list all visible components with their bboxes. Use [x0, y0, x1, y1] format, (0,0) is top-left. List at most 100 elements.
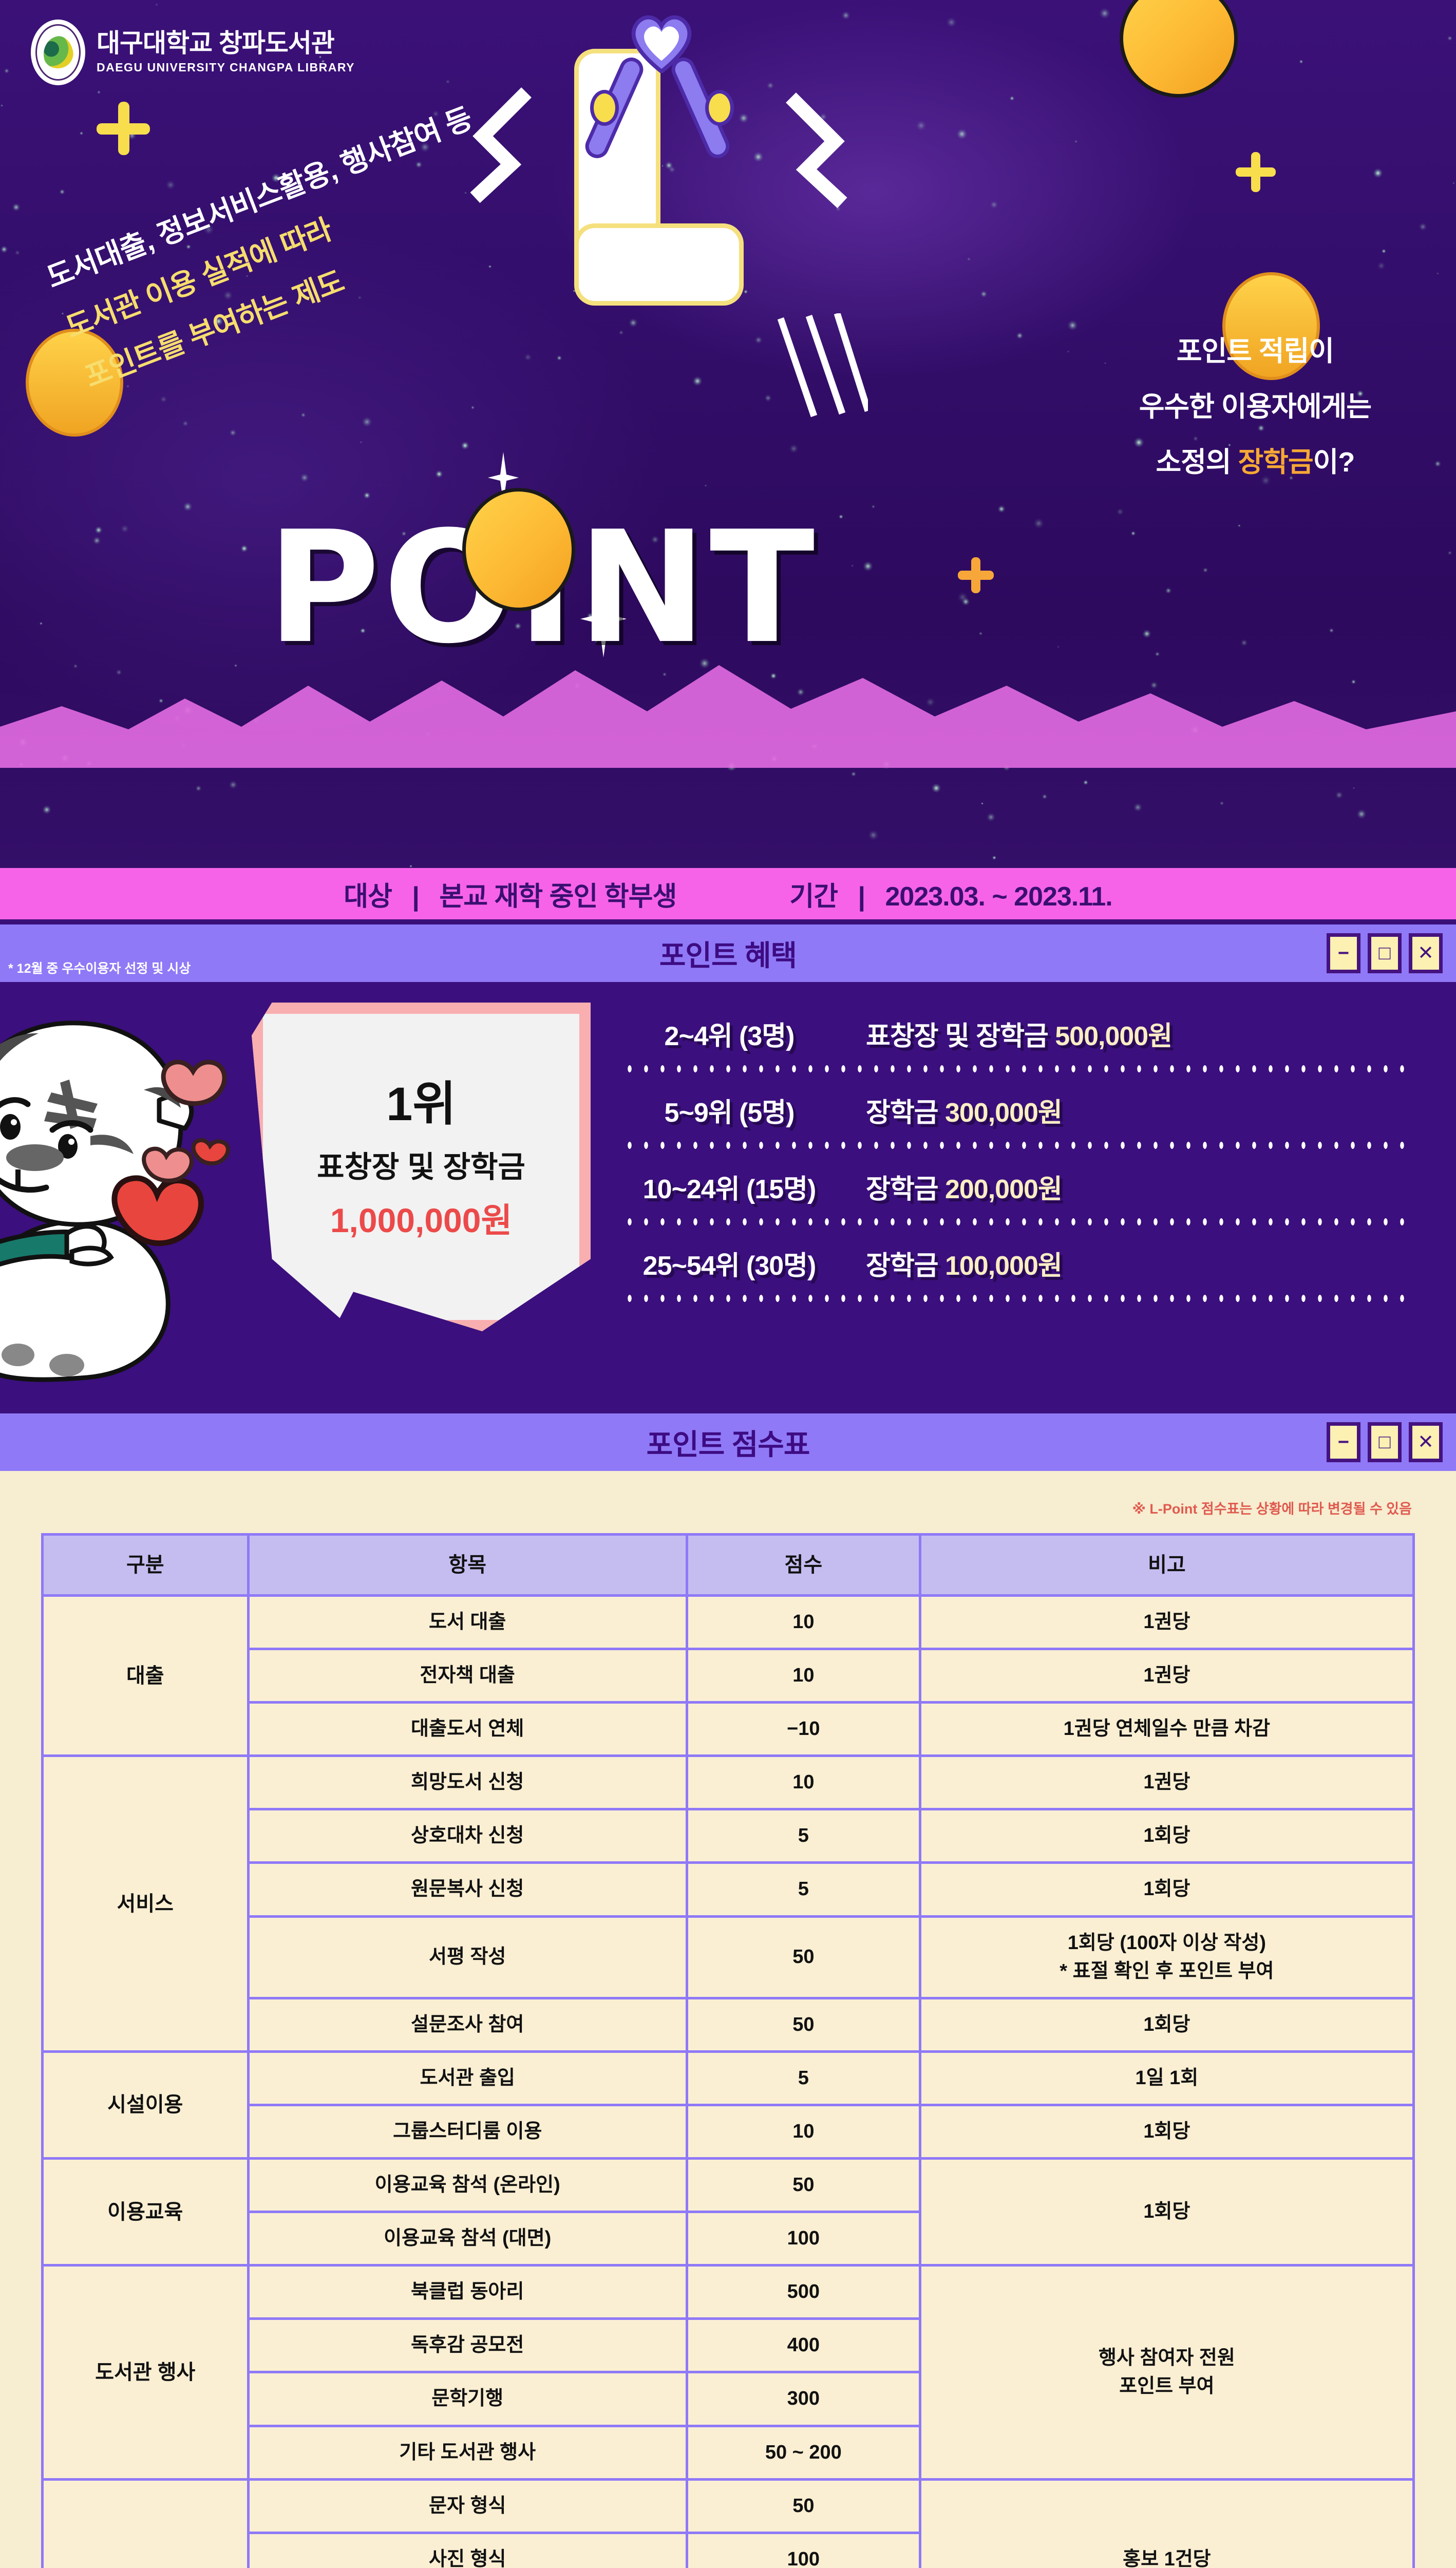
- table-cell-item: 도서 대출: [247, 1594, 688, 1651]
- plus-sparkle-icon: [1236, 152, 1276, 192]
- speed-lines-icon: [777, 313, 868, 418]
- table-cell-category: 서비스: [41, 1754, 250, 2053]
- table-cell-item: 기타 도서관 행사: [247, 2424, 688, 2481]
- first-place-desc: 표창장 및 장학금: [317, 1150, 525, 1184]
- table-row: 독후감 공모전 400: [43, 2317, 1414, 2374]
- table-cell-points: 50: [685, 1915, 921, 1999]
- maximize-button[interactable]: □: [1368, 1422, 1402, 1462]
- table-cell-points: −10: [685, 1701, 921, 1758]
- brand-logo: 대구대학교 창파도서관 DAEGU UNIVERSITY CHANGPA LIB…: [31, 20, 355, 85]
- target-info: 대상 | 본교 재학 중인 학부생: [344, 875, 677, 913]
- table-cell-points: 300: [685, 2371, 921, 2427]
- prize-rank: 25~54위 (30명): [642, 1251, 817, 1281]
- minimize-button[interactable]: −: [1327, 933, 1360, 973]
- heart-icon: [631, 15, 692, 73]
- brand-name-en: DAEGU UNIVERSITY CHANGPA LIBRARY: [97, 61, 355, 74]
- minimize-button[interactable]: −: [1327, 1422, 1360, 1462]
- table-row: 사진 형식 100: [43, 2531, 1414, 2568]
- table-column-header: 구분: [41, 1533, 250, 1597]
- prize-row: 5~9위 (5명) 장학금 300,000원: [621, 1087, 1415, 1131]
- table-header-row: 구분 항목 점수 비고: [41, 1533, 1415, 1597]
- table-cell-category: 도서관 홍보: [41, 2478, 250, 2568]
- coin-icon: [462, 488, 575, 611]
- table-row: 기타 도서관 행사 50 ~ 200: [43, 2424, 1414, 2481]
- table-cell-note: 1일 1회: [918, 2050, 1415, 2106]
- table-row: 문학기행 300: [43, 2371, 1414, 2427]
- table-column-header: 항목: [247, 1533, 688, 1597]
- table-cell-note: 1회당: [918, 1808, 1415, 1864]
- university-seal-icon: [31, 20, 85, 85]
- table-cell-points: 5: [685, 1861, 921, 1918]
- prize-list: 2~4위 (3명) 표창장 및 장학금 500,000원 5~9위 (5명) 장학금 …: [621, 1010, 1415, 1316]
- brand-name-kr: 대구대학교 창파도서관: [97, 29, 335, 58]
- hero-right-line-2: 우수한 이용자에게는: [1139, 391, 1372, 422]
- table-row: 시설이용 도서관 출입 5 1일 1회: [41, 2050, 1415, 2160]
- score-disclaimer: ※ L-Point 점수표는 상황에 따라 변경될 수 있음: [1132, 1501, 1412, 1517]
- period-value: 2023.03. ~ 2023.11.: [885, 881, 1112, 912]
- benefits-section-header: * 12월 중 우수이용자 선정 및 시상 포인트 혜택 − □ ✕: [0, 924, 1456, 982]
- table-cell-points: 10: [685, 1594, 921, 1651]
- prize-row: 25~54위 (30명) 장학금 100,000원: [621, 1240, 1415, 1285]
- prize-row: 10~24위 (15명) 장학금 200,000원: [621, 1163, 1415, 1208]
- table-cell-points: 400: [685, 2317, 921, 2374]
- benefits-note: * 12월 중 우수이용자 선정 및 시상: [8, 961, 191, 976]
- target-value: 본교 재학 중인 학부생: [439, 881, 677, 912]
- window-controls: − □ ✕: [1327, 933, 1443, 973]
- table-cell-item: 이용교육 참석 (대면): [247, 2211, 688, 2267]
- table-column-header: 비고: [918, 1533, 1415, 1597]
- table-row: 설문조사 참여 50 1회당: [43, 1996, 1415, 2053]
- table-cell-item: 그룹스터디룸 이용: [247, 2103, 688, 2160]
- table-cell-points: 10: [685, 1648, 921, 1704]
- prize-row: 2~4위 (3명) 표창장 및 장학금 500,000원: [621, 1010, 1415, 1055]
- close-button[interactable]: ✕: [1409, 933, 1443, 973]
- table-cell-item: 희망도서 신청: [247, 1754, 688, 1811]
- prize-amount: 장학금 300,000원: [866, 1098, 1063, 1128]
- banner-separator: |: [858, 881, 865, 912]
- dotted-divider: [621, 1062, 1415, 1075]
- table-cell-item: 서평 작성: [247, 1915, 688, 1999]
- prize-rank: 10~24위 (15명): [642, 1175, 817, 1204]
- table-cell-item: 전자책 대출: [247, 1648, 688, 1704]
- table-cell-note: 1권당: [918, 1754, 1415, 1811]
- first-place-rank: 1위: [386, 1078, 456, 1130]
- table-row: 전자책 대출 10 1권당: [43, 1648, 1415, 1704]
- table-row: 대출 도서 대출 10 1권당: [41, 1594, 1415, 1758]
- table-cell-item: 도서관 출입: [247, 2050, 688, 2106]
- table-cell-points: 100: [685, 2211, 921, 2267]
- table-row: 서비스 희망도서 신청 10 1권당: [41, 1754, 1415, 2053]
- plus-sparkle-icon: [97, 102, 150, 155]
- table-cell-category: 도서관 행사: [41, 2264, 250, 2481]
- table-cell-note: 1권당: [918, 1648, 1415, 1704]
- motion-mark-icon: [786, 92, 847, 209]
- mountain-silhouette: [0, 665, 1456, 768]
- table-cell-item: 사진 형식: [247, 2531, 688, 2568]
- sparkle-icon: [580, 580, 627, 657]
- period-info: 기간 | 2023.03. ~ 2023.11.: [789, 875, 1112, 913]
- table-cell-points: 500: [685, 2264, 921, 2320]
- table-cell-points: 5: [685, 1808, 921, 1864]
- hero-right-line-3: 소정의 장학금이?: [1156, 447, 1355, 478]
- prize-rank: 2~4위 (3명): [664, 1022, 795, 1051]
- table-cell-item: 상호대차 신청: [247, 1808, 688, 1864]
- dotted-divider: [621, 1215, 1415, 1229]
- hero-right-copy: 포인트 적립이 우수한 이용자에게는 소정의 장학금이?: [1139, 324, 1372, 490]
- prize-rank: 5~9위 (5명): [664, 1098, 795, 1128]
- table-row: 원문복사 신청 5 1회당: [43, 1861, 1415, 1918]
- table-row: 도서관 행사 북클럽 동아리 500 행사 참여자 전원 포인트 부여: [41, 2264, 1415, 2481]
- table-cell-item: 문학기행: [247, 2371, 688, 2427]
- close-button[interactable]: ✕: [1409, 1422, 1443, 1462]
- table-row: 대출도서 연체 −10 1권당 연체일수 만큼 차감: [43, 1701, 1415, 1758]
- hero-section: 대구대학교 창파도서관 DAEGU UNIVERSITY CHANGPA LIB…: [0, 0, 1456, 868]
- dotted-divider: [621, 1292, 1415, 1305]
- white-tiger-mascot-icon: [0, 1021, 230, 1382]
- table-row: 그룹스터디룸 이용 10 1회당: [43, 2103, 1415, 2160]
- score-table: 구분 항목 점수 비고 대출 도서 대출 10 1권당 전자책 대출 10 1권당 대출도서 연체 −…: [41, 1533, 1415, 2568]
- table-cell-note: 1회당: [918, 2157, 1415, 2267]
- target-period-banner: 대상 | 본교 재학 중인 학부생 기간 | 2023.03. ~ 2023.1…: [0, 868, 1456, 924]
- table-row: 이용교육 참석 (대면) 100: [43, 2211, 1414, 2267]
- table-cell-points: 100: [685, 2531, 921, 2568]
- table-column-header: 점수: [685, 1533, 921, 1597]
- dotted-divider: [621, 1139, 1415, 1152]
- maximize-button[interactable]: □: [1368, 933, 1402, 973]
